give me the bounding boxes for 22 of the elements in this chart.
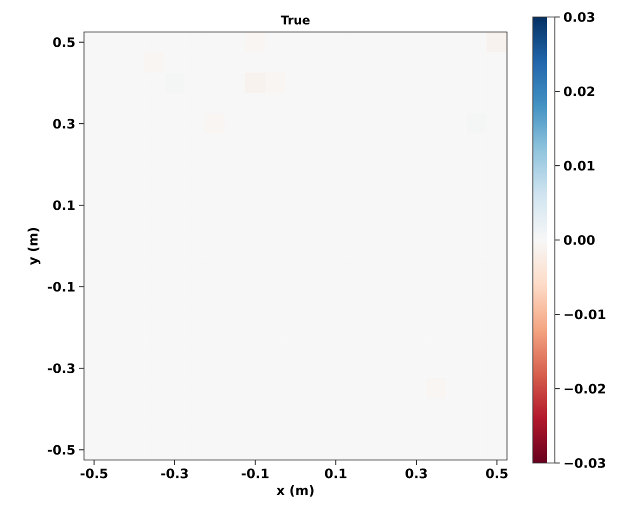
color-bar-label: 0.03 xyxy=(564,12,594,22)
color-bar-label: −0.02 xyxy=(564,384,606,394)
x-tick-label: -0.1 xyxy=(242,468,268,478)
color-bar-label: −0.03 xyxy=(564,458,606,468)
color-bar-label: −0.01 xyxy=(564,309,606,320)
x-tick-label: 0.3 xyxy=(406,468,427,478)
y-tick-label: 0.1 xyxy=(53,200,75,210)
color-bar-label: 0.00 xyxy=(564,235,595,245)
chart-title: True xyxy=(280,16,310,24)
x-axis-title: x (m) xyxy=(276,485,314,497)
y-tick-label: 0.5 xyxy=(53,37,75,48)
x-tick-label: 0.1 xyxy=(324,468,346,478)
y-tick-label: -0.3 xyxy=(48,363,74,374)
color-bar-label: 0.01 xyxy=(564,160,594,171)
y-tick-label: 0.3 xyxy=(53,118,74,129)
x-tick-label: 0.5 xyxy=(486,468,508,478)
y-axis-title: y (m) xyxy=(28,228,40,265)
y-tick-label: -0.1 xyxy=(48,282,75,292)
x-tick-label: -0.5 xyxy=(80,468,108,478)
y-tick-label: -0.5 xyxy=(48,444,75,455)
color-bar-label: 0.02 xyxy=(564,86,594,96)
x-tick-label: -0.3 xyxy=(161,468,188,478)
